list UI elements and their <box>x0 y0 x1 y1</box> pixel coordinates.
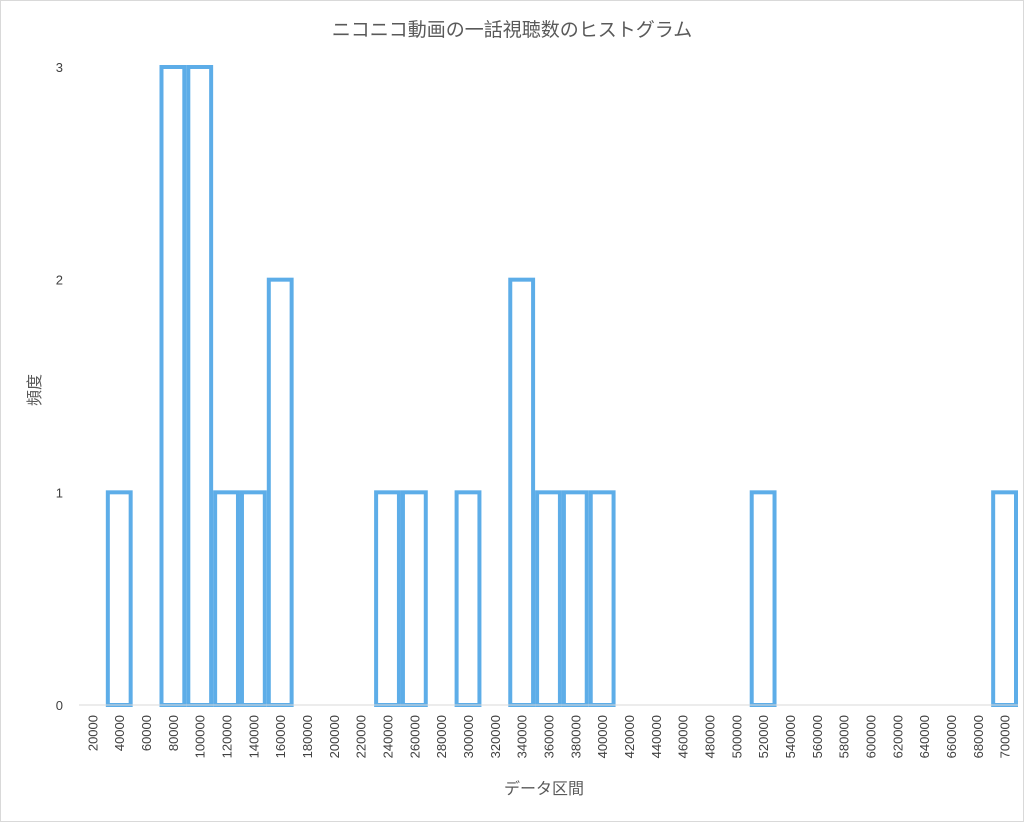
histogram-bar <box>266 277 294 707</box>
x-tick-label: 580000 <box>837 715 852 758</box>
x-tick-label: 60000 <box>139 715 154 751</box>
x-tick-label: 620000 <box>890 715 905 758</box>
x-tick-label: 640000 <box>917 715 932 758</box>
histogram-bar <box>374 490 401 707</box>
x-tick-label: 120000 <box>220 715 235 758</box>
histogram-bar <box>561 490 589 707</box>
x-tick-label: 680000 <box>971 715 986 758</box>
x-tick-label: 340000 <box>515 715 530 758</box>
x-tick-label: 200000 <box>327 715 342 758</box>
histogram-bar <box>400 490 428 707</box>
x-tick-label: 360000 <box>542 715 557 758</box>
x-tick-label: 140000 <box>246 715 261 758</box>
x-tick-label: 420000 <box>622 715 637 758</box>
x-tick-label: 600000 <box>863 715 878 758</box>
histogram-bar <box>991 490 1018 707</box>
x-tick-label: 180000 <box>300 715 315 758</box>
x-tick-label: 660000 <box>944 715 959 758</box>
histogram-bar <box>454 490 482 707</box>
x-tick-label: 400000 <box>595 715 610 758</box>
x-tick-label: 500000 <box>729 715 744 758</box>
x-tick-label: 560000 <box>810 715 825 758</box>
x-ticks-group: 20000 40000 60000 80000 100000 120000 140000 16… <box>85 715 1012 758</box>
chart-title: ニコニコ動画の一話視聴数のヒストグラム <box>332 19 692 41</box>
histogram-bar <box>239 490 267 707</box>
x-tick-label: 80000 <box>166 715 181 751</box>
x-tick-label: 220000 <box>354 715 369 758</box>
x-tick-label: 100000 <box>193 715 208 758</box>
y-tick-label: 0 <box>56 698 63 713</box>
x-tick-label: 20000 <box>85 715 100 751</box>
y-tick-label: 1 <box>56 485 63 500</box>
histogram-bar <box>186 65 214 707</box>
x-tick-label: 40000 <box>112 715 127 751</box>
x-tick-label: 240000 <box>381 715 396 758</box>
histogram-bar <box>535 490 562 707</box>
x-tick-label: 260000 <box>407 715 422 758</box>
x-tick-label: 380000 <box>568 715 583 758</box>
x-tick-label: 520000 <box>756 715 771 758</box>
x-tick-label: 280000 <box>434 715 449 758</box>
y-tick-label: 3 <box>56 60 63 75</box>
histogram-bar <box>749 490 777 707</box>
histogram-bar <box>105 490 133 707</box>
x-tick-label: 540000 <box>783 715 798 758</box>
x-tick-label: 160000 <box>273 715 288 758</box>
histogram-bar <box>159 65 187 707</box>
x-tick-label: 320000 <box>488 715 503 758</box>
x-tick-label: 480000 <box>702 715 717 758</box>
bars-group <box>105 65 1018 707</box>
y-axis-title: 頻度 <box>25 374 44 406</box>
x-tick-label: 440000 <box>649 715 664 758</box>
histogram-bar <box>588 490 616 707</box>
x-tick-label: 460000 <box>676 715 691 758</box>
y-tick-label: 2 <box>56 273 63 288</box>
x-axis-title: データ区間 <box>504 779 584 798</box>
x-tick-label: 700000 <box>998 715 1013 758</box>
y-ticks-group: 0 1 2 3 <box>56 60 63 713</box>
histogram-bar <box>213 490 240 707</box>
x-tick-label: 300000 <box>461 715 476 758</box>
histogram-bar <box>508 277 536 707</box>
